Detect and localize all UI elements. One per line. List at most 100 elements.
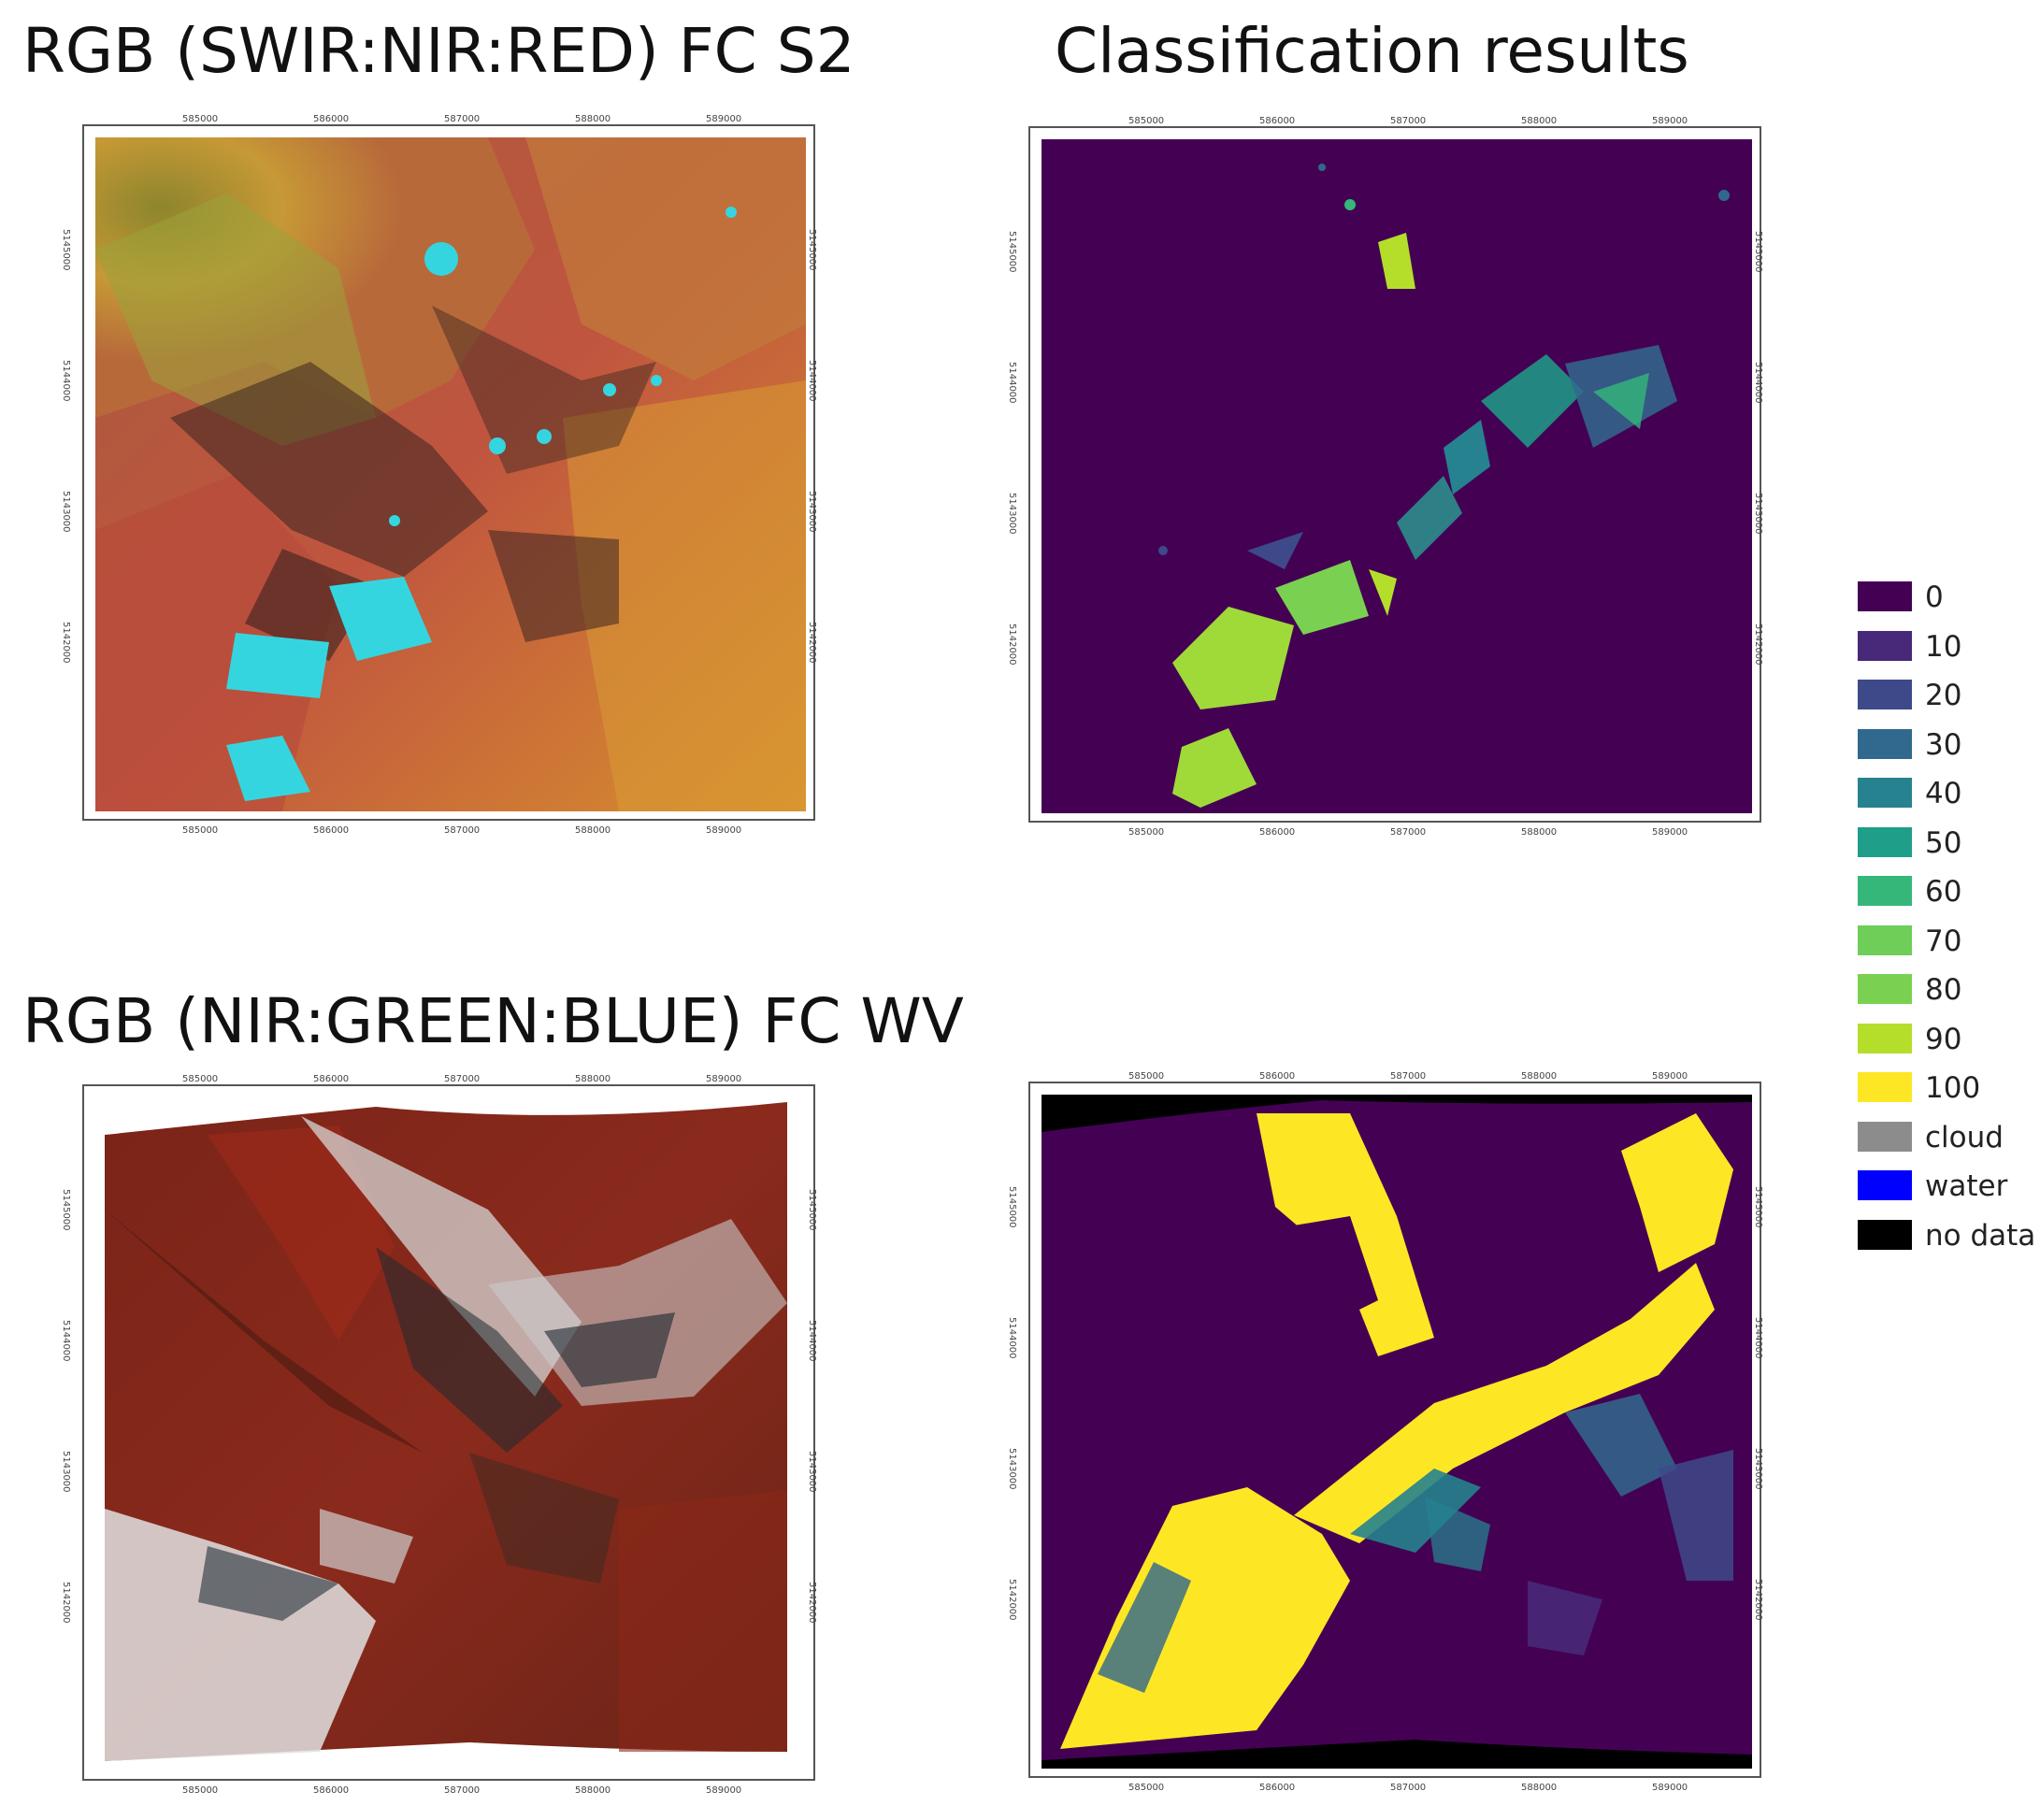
easting-tick-label: 588000	[575, 1785, 611, 1796]
easting-tick-label: 587000	[1390, 827, 1427, 838]
easting-tick-label: 585000	[1128, 1783, 1165, 1793]
legend-item: no data	[1858, 1218, 2040, 1253]
legend-swatch	[1858, 826, 1912, 857]
easting-tick-label: 585000	[182, 1785, 219, 1796]
easting-tick-label: 586000	[1259, 827, 1296, 838]
easting-tick-label: 588000	[1521, 1071, 1558, 1082]
easting-tick-label: 585000	[182, 1074, 219, 1084]
legend-item: 40	[1858, 778, 2040, 810]
easting-tick-label: 588000	[1521, 1783, 1558, 1793]
northing-tick-label: 5143000	[1007, 493, 1017, 535]
legend-swatch	[1858, 1121, 1912, 1152]
legend-item: 20	[1858, 680, 2040, 711]
easting-tick-label: 586000	[1259, 1071, 1296, 1082]
northing-tick-label: 5143000	[61, 491, 71, 533]
wv-panel-title: RGB (NIR:GREEN:BLUE) FC WV	[22, 985, 964, 1057]
legend-label: 20	[1925, 679, 1962, 712]
easting-tick-label: 588000	[575, 114, 611, 124]
s2-classification-map: 585000 586000 587000 588000 589000 58500…	[1007, 116, 1763, 838]
legend-label: 40	[1925, 777, 1962, 810]
s2-classification-image	[1042, 139, 1752, 813]
easting-tick-label: 588000	[575, 1074, 611, 1084]
legend-label: 70	[1925, 924, 1962, 958]
legend-label: 0	[1925, 580, 1944, 614]
legend-item: cloud	[1858, 1121, 2040, 1154]
easting-tick-label: 587000	[444, 825, 481, 836]
wv-classification-image	[1042, 1095, 1752, 1769]
northing-tick-label: 5145000	[807, 1189, 817, 1231]
easting-tick-label: 589000	[1652, 1783, 1688, 1793]
northing-tick-label: 5145000	[807, 229, 817, 271]
legend-label: 60	[1925, 875, 1962, 909]
legend-item: 70	[1858, 924, 2040, 958]
easting-tick-label: 587000	[444, 1074, 481, 1084]
northing-tick-label: 5144000	[61, 1320, 71, 1362]
northing-tick-label: 5143000	[1753, 493, 1763, 535]
northing-tick-label: 5143000	[1753, 1448, 1763, 1490]
legend-swatch	[1858, 581, 1912, 611]
legend-label: no data	[1925, 1218, 2036, 1253]
easting-tick-label: 589000	[1652, 827, 1688, 838]
legend-label: 100	[1925, 1071, 1981, 1105]
easting-tick-label: 585000	[1128, 116, 1165, 126]
easting-tick-label: 586000	[313, 825, 350, 836]
easting-tick-label: 587000	[1390, 116, 1427, 126]
wv-classification-map: 585000 586000 587000 588000 589000 58500…	[1007, 1071, 1763, 1793]
northing-tick-label: 5145000	[1007, 231, 1017, 273]
easting-tick-label: 586000	[313, 114, 350, 124]
legend-item: 100	[1858, 1072, 2040, 1104]
easting-tick-label: 587000	[1390, 1071, 1427, 1082]
easting-tick-label: 589000	[706, 1074, 742, 1084]
legend-swatch	[1858, 728, 1912, 759]
legend-label: 30	[1925, 727, 1962, 762]
northing-tick-label: 5144000	[807, 1320, 817, 1362]
legend-label: 80	[1925, 973, 1962, 1007]
s2-panel-title: RGB (SWIR:NIR:RED) FC S2	[22, 15, 855, 87]
northing-tick-label: 5144000	[1753, 1317, 1763, 1359]
legend-swatch	[1858, 1072, 1912, 1102]
northing-tick-label: 5142000	[1753, 623, 1763, 666]
northing-tick-label: 5142000	[1007, 623, 1017, 666]
easting-tick-label: 588000	[1521, 827, 1558, 838]
easting-tick-label: 588000	[1521, 116, 1558, 126]
legend-swatch	[1858, 974, 1912, 1004]
easting-tick-label: 588000	[575, 825, 611, 836]
easting-tick-label: 587000	[444, 1785, 481, 1796]
easting-tick-label: 586000	[1259, 116, 1296, 126]
legend-item: 50	[1858, 826, 2040, 859]
legend-swatch	[1858, 1219, 1912, 1250]
northing-tick-label: 5142000	[61, 622, 71, 664]
easting-tick-label: 589000	[1652, 1071, 1688, 1082]
classification-panel-title: Classification results	[1055, 15, 1689, 87]
legend-swatch	[1858, 680, 1912, 709]
easting-tick-label: 589000	[706, 114, 742, 124]
northing-tick-label: 5145000	[61, 1189, 71, 1231]
northing-tick-label: 5143000	[807, 1451, 817, 1493]
easting-tick-label: 589000	[1652, 116, 1688, 126]
legend-item: 90	[1858, 1022, 2040, 1056]
legend-item: 0	[1858, 581, 2040, 613]
easting-tick-label: 585000	[182, 825, 219, 836]
s2-image	[95, 137, 806, 811]
northing-tick-label: 5145000	[61, 229, 71, 271]
legend-item: 80	[1858, 974, 2040, 1006]
legend-label: 90	[1925, 1022, 1962, 1056]
easting-tick-label: 587000	[444, 114, 481, 124]
northing-tick-label: 5145000	[1753, 231, 1763, 273]
s2-false-color-map: 585000 586000 587000 588000 589000 58500…	[61, 114, 817, 836]
easting-tick-label: 585000	[182, 114, 219, 124]
northing-tick-label: 5143000	[61, 1451, 71, 1493]
easting-tick-label: 589000	[706, 825, 742, 836]
northing-tick-label: 5144000	[1753, 362, 1763, 404]
easting-tick-label: 585000	[1128, 827, 1165, 838]
legend-label: 10	[1925, 629, 1962, 664]
northing-tick-label: 5144000	[61, 360, 71, 402]
legend-swatch	[1858, 1170, 1912, 1200]
legend-swatch	[1858, 876, 1912, 906]
northing-tick-label: 5145000	[1753, 1186, 1763, 1228]
easting-tick-label: 586000	[313, 1785, 350, 1796]
legend-label: water	[1925, 1169, 2008, 1203]
wv-false-color-map: 585000 586000 587000 588000 589000 58500…	[61, 1074, 817, 1796]
easting-tick-label: 586000	[1259, 1783, 1296, 1793]
legend-item: 30	[1858, 727, 2040, 762]
